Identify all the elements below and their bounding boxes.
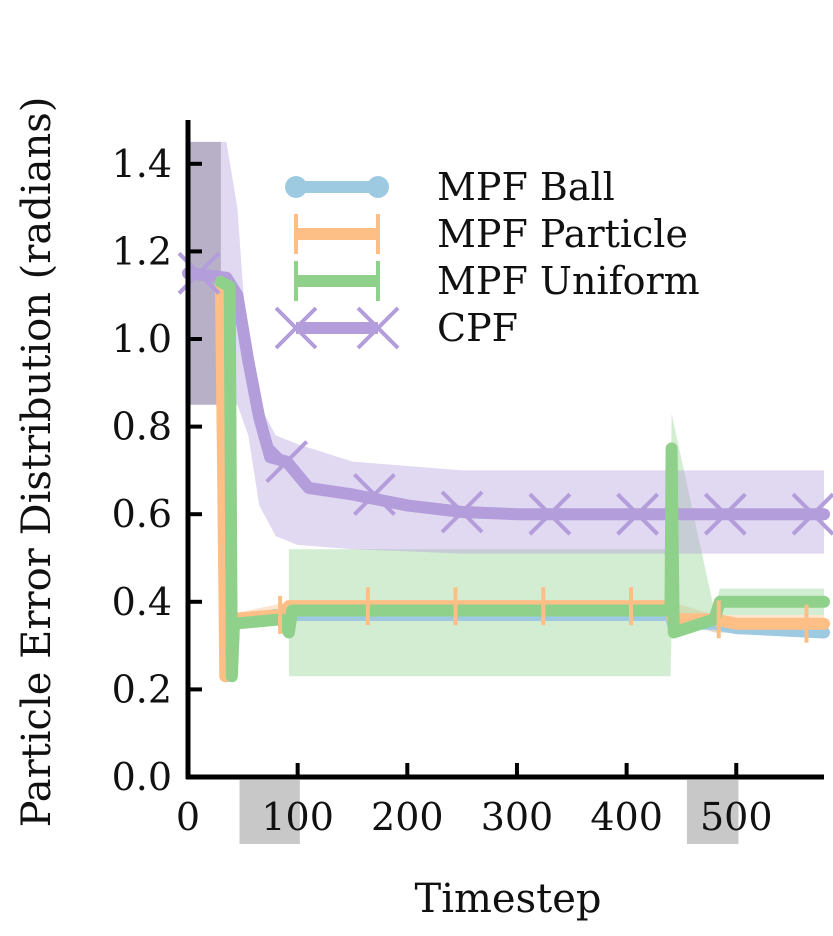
y-tick-label: 0.4 <box>112 580 172 624</box>
marker-cpf <box>352 473 396 516</box>
tick-labels: 0 100 200 300 400 500 0.0 0.2 0.4 0.6 0.8 1.0 1.2 1.4 <box>112 142 773 839</box>
marker-cpf <box>265 440 309 484</box>
marker-cpf <box>791 492 833 536</box>
legend-label-cpf: CPF <box>437 306 518 350</box>
y-tick-label: 1.4 <box>112 142 172 186</box>
legend-marker-cpf <box>274 306 318 350</box>
legend-marker-cpf <box>356 306 400 350</box>
marker-cpf <box>528 492 572 536</box>
x-tick-label: 500 <box>700 795 773 839</box>
y-tick-label: 0.6 <box>112 492 172 536</box>
y-tick-label: 1.0 <box>112 317 172 361</box>
x-tick-label: 300 <box>481 795 554 839</box>
marker-cpf <box>440 490 484 534</box>
y-tick-label: 0.0 <box>112 755 172 799</box>
marker-cpf <box>703 492 747 536</box>
y-tick-label: 0.8 <box>112 405 172 449</box>
y-axis-title: Particle Error Distribution (radians) <box>14 97 60 828</box>
x-tick-label: 100 <box>261 795 334 839</box>
series-line-mpf-uniform <box>214 276 830 683</box>
x-tick-label: 400 <box>590 795 663 839</box>
x-tick-label: 200 <box>371 795 444 839</box>
legend-marker-mpf-ball <box>367 176 389 198</box>
x-axis-title: Timestep <box>415 876 602 922</box>
legend-label-mpf-uniform: MPF Uniform <box>437 259 700 303</box>
y-tick-label: 0.2 <box>112 667 172 711</box>
marker-cpf <box>616 492 660 536</box>
highlight-region <box>239 780 300 844</box>
legend-label-mpf-particle: MPF Particle <box>437 212 688 256</box>
y-tick-label: 1.2 <box>112 229 172 273</box>
legend-label-mpf-ball: MPF Ball <box>437 165 615 209</box>
axes <box>185 120 824 780</box>
x-tick-label: 0 <box>176 795 200 839</box>
highlight-region <box>686 780 739 844</box>
legend-marker-mpf-ball <box>285 176 307 198</box>
